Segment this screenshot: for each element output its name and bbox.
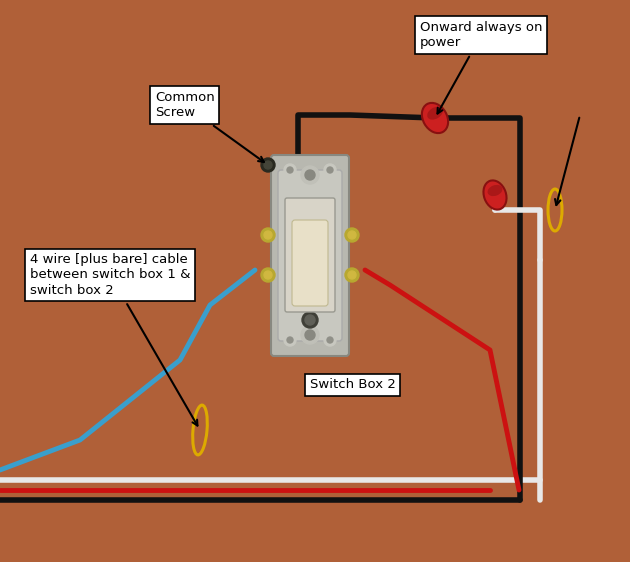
Circle shape (261, 268, 275, 282)
Circle shape (305, 315, 315, 325)
Circle shape (348, 231, 356, 239)
Ellipse shape (422, 103, 448, 133)
Circle shape (287, 167, 293, 173)
Ellipse shape (488, 185, 503, 196)
Circle shape (264, 231, 272, 239)
Circle shape (301, 166, 319, 184)
FancyBboxPatch shape (285, 198, 335, 312)
FancyBboxPatch shape (278, 170, 342, 341)
FancyBboxPatch shape (271, 155, 349, 356)
Circle shape (302, 312, 318, 328)
Circle shape (324, 164, 336, 176)
Circle shape (287, 337, 293, 343)
Circle shape (305, 170, 315, 180)
Ellipse shape (483, 180, 507, 210)
Text: Common
Screw: Common Screw (155, 91, 264, 162)
Text: Onward always on
power: Onward always on power (420, 21, 542, 114)
Circle shape (324, 334, 336, 346)
Circle shape (261, 158, 275, 172)
Circle shape (327, 337, 333, 343)
Circle shape (264, 161, 272, 169)
Ellipse shape (427, 107, 443, 120)
Circle shape (348, 271, 356, 279)
Circle shape (264, 271, 272, 279)
Circle shape (305, 330, 315, 340)
Circle shape (284, 334, 296, 346)
Text: 4 wire [plus bare] cable
between switch box 1 &
switch box 2: 4 wire [plus bare] cable between switch … (30, 253, 197, 425)
Circle shape (284, 164, 296, 176)
FancyBboxPatch shape (292, 220, 328, 306)
Circle shape (301, 326, 319, 344)
Circle shape (345, 228, 359, 242)
Circle shape (327, 167, 333, 173)
Text: Switch Box 2: Switch Box 2 (310, 378, 396, 392)
Circle shape (261, 228, 275, 242)
Circle shape (345, 268, 359, 282)
